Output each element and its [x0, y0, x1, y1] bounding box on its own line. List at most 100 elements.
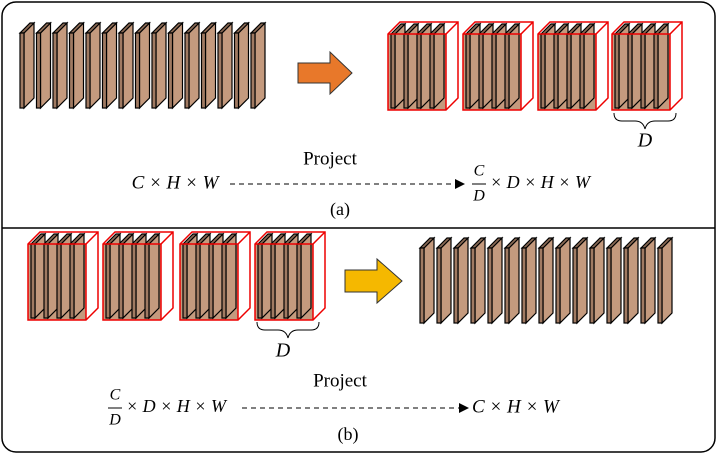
slab-front	[573, 248, 577, 323]
slab-front	[169, 33, 173, 108]
label: Project	[313, 370, 368, 391]
output-rest: × D × H × W	[490, 172, 592, 192]
slab-side	[458, 238, 468, 323]
slab-side	[24, 23, 34, 108]
diagram: D D Project C × H × W C D × D × H × W (a…	[0, 0, 718, 455]
slab-front	[297, 244, 301, 318]
slab-front	[251, 33, 255, 108]
slab-front	[505, 34, 509, 108]
slab-side	[560, 238, 570, 323]
slab-front	[70, 33, 74, 108]
slab-front	[132, 244, 136, 318]
slab-front	[488, 248, 492, 323]
slab-front	[404, 34, 408, 108]
slab-side	[594, 238, 604, 323]
label: Project	[303, 148, 358, 169]
slab-front	[31, 244, 35, 318]
slab-front	[391, 34, 395, 108]
slab-side	[206, 23, 216, 108]
slab-side	[611, 238, 621, 323]
slab-front	[505, 248, 509, 323]
slab-side	[662, 238, 672, 323]
slab-front	[420, 248, 424, 323]
slab-front	[430, 34, 434, 108]
group-size: D	[637, 130, 653, 152]
slab-front	[471, 248, 475, 323]
arrow-b	[345, 259, 402, 303]
slab-side	[74, 234, 84, 318]
slab-front	[152, 33, 156, 108]
slab-front	[44, 244, 48, 318]
slab-front	[607, 248, 611, 323]
slab-front	[37, 33, 41, 108]
slab-front	[119, 244, 123, 318]
caption: (a)	[330, 199, 350, 220]
slab-side	[526, 238, 536, 323]
numerator: C	[110, 387, 121, 404]
slab-front	[185, 33, 189, 108]
slab-side	[509, 238, 519, 323]
slab-side	[628, 238, 638, 323]
slab-front	[641, 248, 645, 323]
slab-front	[235, 33, 239, 108]
slab-front	[539, 248, 543, 323]
slab-side	[57, 23, 67, 108]
slab-side	[173, 23, 183, 108]
slab-front	[590, 248, 594, 323]
slab-front	[20, 33, 24, 108]
slab-side	[645, 238, 655, 323]
slab-front	[106, 244, 110, 318]
slab-front	[209, 244, 213, 318]
slab-side	[239, 23, 249, 108]
slab-front	[119, 33, 123, 108]
slab-front	[271, 244, 275, 318]
slab-front	[103, 33, 107, 108]
input-rest: × D × H × W	[126, 396, 228, 416]
slab-front	[466, 34, 470, 108]
slab-side	[475, 238, 485, 323]
slab-front	[658, 248, 662, 323]
slab-side	[156, 23, 166, 108]
input: C × H × W	[132, 172, 221, 193]
slab-front	[222, 244, 226, 318]
slab-front	[556, 248, 560, 323]
slab-front	[437, 248, 441, 323]
slab-front	[284, 244, 288, 318]
slab-side	[189, 23, 199, 108]
slab-front	[479, 34, 483, 108]
slab-front	[136, 33, 140, 108]
arrow-a	[298, 52, 352, 94]
slab-front	[580, 34, 584, 108]
slab-front	[183, 244, 187, 318]
output: C × H × W	[472, 396, 561, 417]
slab-front	[145, 244, 149, 318]
slab-front	[86, 33, 90, 108]
group-size: D	[275, 340, 291, 362]
slab-side	[140, 23, 150, 108]
slab-front	[641, 34, 645, 108]
slab-front	[202, 33, 206, 108]
slab-side	[255, 23, 265, 108]
slab-side	[434, 24, 444, 108]
slab-front	[541, 34, 545, 108]
slab-front	[492, 34, 496, 108]
denominator: D	[472, 188, 485, 205]
slab-side	[301, 234, 311, 318]
slab-side	[149, 234, 159, 318]
denominator: D	[108, 412, 121, 429]
slab-side	[543, 238, 553, 323]
slab-front	[53, 33, 57, 108]
slab-side	[107, 23, 117, 108]
slab-front	[615, 34, 619, 108]
slab-front	[567, 34, 571, 108]
caption: (b)	[338, 424, 359, 445]
slab-front	[624, 248, 628, 323]
slab-side	[226, 234, 236, 318]
slab-front	[258, 244, 262, 318]
slab-front	[196, 244, 200, 318]
slab-front	[417, 34, 421, 108]
slab-front	[522, 248, 526, 323]
slab-front	[654, 34, 658, 108]
brace-b	[257, 322, 319, 338]
numerator: C	[474, 163, 485, 180]
